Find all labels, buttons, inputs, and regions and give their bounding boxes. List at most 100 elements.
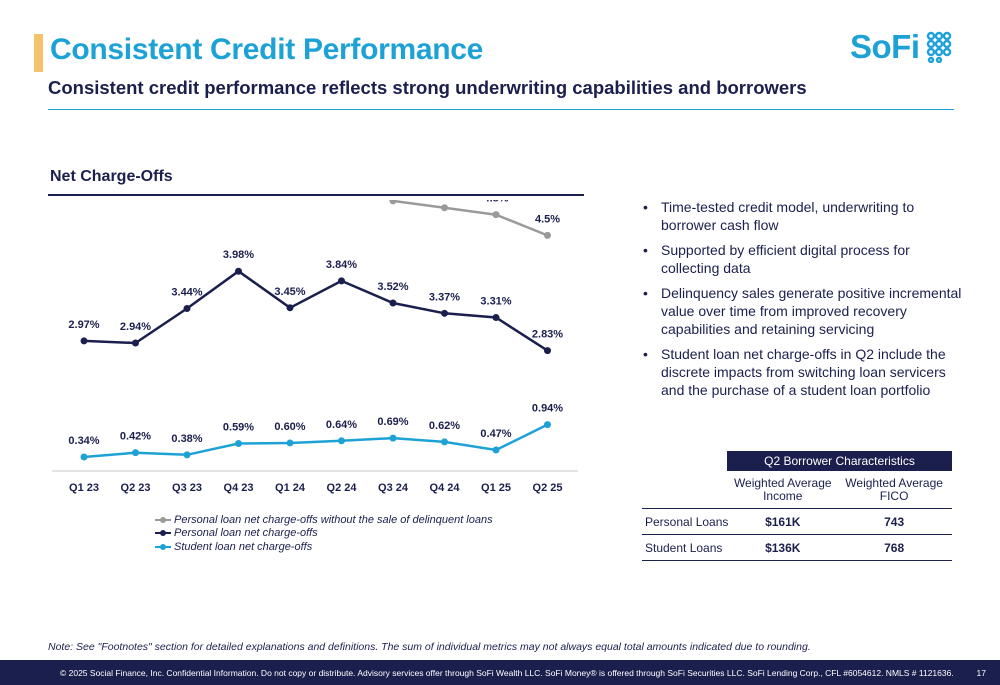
data-label: 0.64% — [326, 419, 357, 431]
x-tick-label: Q1 23 — [69, 482, 99, 494]
x-tick-label: Q3 23 — [172, 482, 202, 494]
data-point — [80, 453, 88, 461]
bullet-item: Time-tested credit model, underwriting t… — [643, 198, 963, 234]
footer-disclaimer: © 2025 Social Finance, Inc. Confidential… — [60, 668, 954, 678]
x-tick-label: Q2 24 — [327, 482, 358, 494]
table-row: Student Loans $136K 768 — [642, 534, 952, 561]
x-tick-label: Q4 23 — [224, 482, 254, 494]
table-row: Personal Loans $161K 743 — [642, 508, 952, 535]
page-number: 17 — [976, 668, 986, 678]
fico-cell: 743 — [836, 508, 952, 535]
table-title: Q2 Borrower Characteristics — [727, 451, 952, 471]
logo-text: SoFi — [850, 28, 920, 65]
chart-legend: Personal loan net charge-offs without th… — [155, 513, 493, 554]
data-label: 4.8% — [483, 200, 508, 205]
data-point — [132, 339, 139, 347]
page-subtitle: Consistent credit performance reflects s… — [48, 77, 807, 98]
data-point — [235, 440, 242, 447]
data-label: 3.98% — [223, 249, 254, 261]
data-label: 0.62% — [429, 420, 460, 432]
data-point — [183, 305, 191, 312]
data-point — [235, 267, 242, 275]
logo-dots-icon — [926, 31, 951, 63]
table-header-income: Weighted Average Income — [729, 471, 837, 509]
data-point — [132, 449, 139, 457]
x-tick-label: Q2 25 — [533, 482, 563, 494]
data-label: 0.38% — [171, 433, 202, 445]
page-title: Consistent Credit Performance — [50, 33, 484, 66]
data-point — [544, 421, 551, 429]
data-label: 3.37% — [429, 291, 460, 303]
data-label: 2.97% — [68, 319, 99, 331]
footer-bar: © 2025 Social Finance, Inc. Confidential… — [0, 660, 1000, 685]
data-point — [492, 446, 500, 454]
legend-item: Personal loan net charge-offs without th… — [155, 513, 493, 527]
data-point — [338, 437, 345, 445]
x-tick-label: Q1 25 — [481, 482, 511, 494]
legend-label: Personal loan net charge-offs — [174, 527, 318, 540]
data-point — [544, 347, 551, 355]
data-point — [441, 438, 448, 446]
data-label: 3.31% — [480, 295, 511, 307]
legend-swatch — [155, 515, 171, 525]
data-label: 0.60% — [274, 421, 305, 433]
series-line — [83, 423, 549, 459]
data-point — [492, 211, 500, 219]
data-point — [544, 231, 551, 239]
borrower-characteristics-table: Q2 Borrower Characteristics Weighted Ave… — [642, 451, 952, 561]
data-point — [338, 277, 345, 285]
sofi-logo: SoFi — [850, 28, 952, 66]
data-point — [389, 299, 397, 307]
data-point — [441, 309, 448, 317]
data-point — [492, 313, 500, 321]
data-point — [441, 204, 448, 212]
data-point — [80, 337, 88, 345]
income-cell: $136K — [729, 534, 837, 561]
data-point — [389, 434, 397, 442]
data-label: 3.44% — [171, 287, 202, 299]
fico-cell: 768 — [836, 534, 952, 561]
row-label: Personal Loans — [642, 508, 730, 535]
x-tick-label: Q2 23 — [121, 482, 151, 494]
title-accent-bar — [34, 34, 43, 72]
data-label: 2.83% — [532, 329, 563, 341]
income-cell: $161K — [729, 508, 837, 535]
row-label: Student Loans — [642, 534, 730, 561]
legend-swatch — [155, 542, 171, 552]
data-point — [286, 304, 294, 312]
data-label: 4.5% — [535, 213, 560, 225]
data-label: 0.59% — [223, 422, 254, 434]
bullet-item: Delinquency sales generate positive incr… — [643, 284, 963, 338]
x-tick-label: Q4 24 — [430, 482, 461, 494]
data-point — [286, 439, 294, 447]
x-tick-label: Q1 24 — [275, 482, 306, 494]
table-header-blank — [642, 471, 730, 509]
data-point — [183, 451, 191, 459]
chart-section-divider — [48, 194, 584, 196]
legend-item: Personal loan net charge-offs — [155, 527, 493, 541]
legend-item: Student loan net charge-offs — [155, 540, 493, 554]
legend-label: Student loan net charge-offs — [174, 540, 313, 553]
data-label: 3.84% — [326, 259, 357, 271]
footnote-note: Note: See "Footnotes" section for detail… — [48, 641, 811, 653]
x-tick-label: Q3 24 — [378, 482, 409, 494]
series-line — [83, 269, 549, 352]
data-label: 0.47% — [480, 428, 511, 440]
key-points-list: Time-tested credit model, underwriting t… — [643, 198, 963, 406]
data-label: 0.69% — [377, 416, 408, 428]
legend-swatch — [155, 528, 171, 538]
header-divider — [48, 109, 954, 110]
data-label: 2.94% — [120, 321, 151, 333]
legend-label: Personal loan net charge-offs without th… — [174, 513, 493, 526]
data-label: 0.34% — [68, 435, 99, 447]
bullet-item: Supported by efficient digital process f… — [643, 241, 963, 277]
chart-section-title: Net Charge-Offs — [50, 168, 173, 185]
table-header-fico: Weighted Average FICO — [836, 471, 952, 509]
data-label: 0.42% — [120, 431, 151, 443]
data-label: 0.94% — [532, 403, 563, 415]
net-charge-offs-chart: 5.4%5.0%4.9%4.8%4.5%2.97%2.94%3.44%3.98%… — [52, 200, 578, 494]
data-point — [389, 200, 397, 205]
data-label: 3.52% — [377, 281, 408, 293]
bullet-item: Student loan net charge-offs in Q2 inclu… — [643, 345, 963, 399]
data-label: 3.45% — [274, 286, 305, 298]
